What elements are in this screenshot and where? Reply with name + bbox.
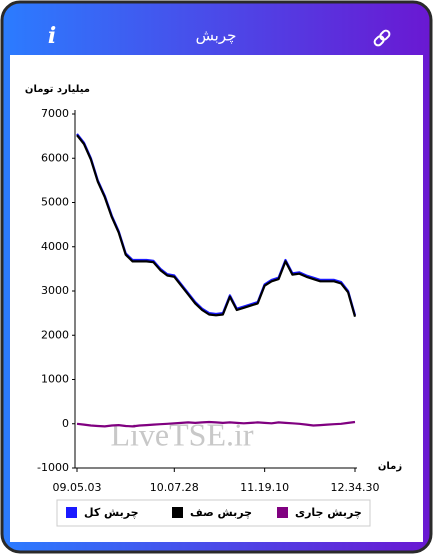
legend-label: چربش کل	[84, 506, 139, 519]
legend-label: چربش صف	[190, 506, 252, 519]
y-tick-label: 6000	[41, 151, 69, 164]
legend	[56, 499, 371, 527]
y-axis-label: میلیارد تومان	[25, 84, 90, 95]
series-line	[76, 134, 357, 317]
legend-swatch	[66, 507, 77, 518]
y-tick-label: 4000	[41, 240, 69, 253]
y-tick-label: 0	[62, 417, 69, 430]
legend-label: چربش جاری	[295, 506, 362, 519]
y-tick-label: 1000	[41, 373, 69, 386]
link-button[interactable]	[373, 29, 391, 47]
y-tick-label: -1000	[37, 461, 69, 474]
x-axis-label: زمان	[378, 461, 402, 472]
info-button[interactable]: i	[48, 23, 56, 49]
x-tick-label: 11.19.10	[240, 481, 289, 494]
y-tick-label: 3000	[41, 284, 69, 297]
y-tick-label: 7000	[41, 107, 69, 120]
x-tick-label: 09.05.03	[53, 481, 102, 494]
legend-swatch	[277, 507, 288, 518]
x-tick-label: 12.34.30	[331, 481, 380, 494]
content	[10, 55, 423, 542]
series-line	[76, 420, 356, 428]
y-tick-label: 5000	[41, 196, 69, 209]
x-tick-label: 10.07.28	[150, 481, 199, 494]
page-title: چربش	[196, 27, 237, 45]
y-tick-label: 2000	[41, 328, 69, 341]
legend-swatch	[172, 507, 183, 518]
